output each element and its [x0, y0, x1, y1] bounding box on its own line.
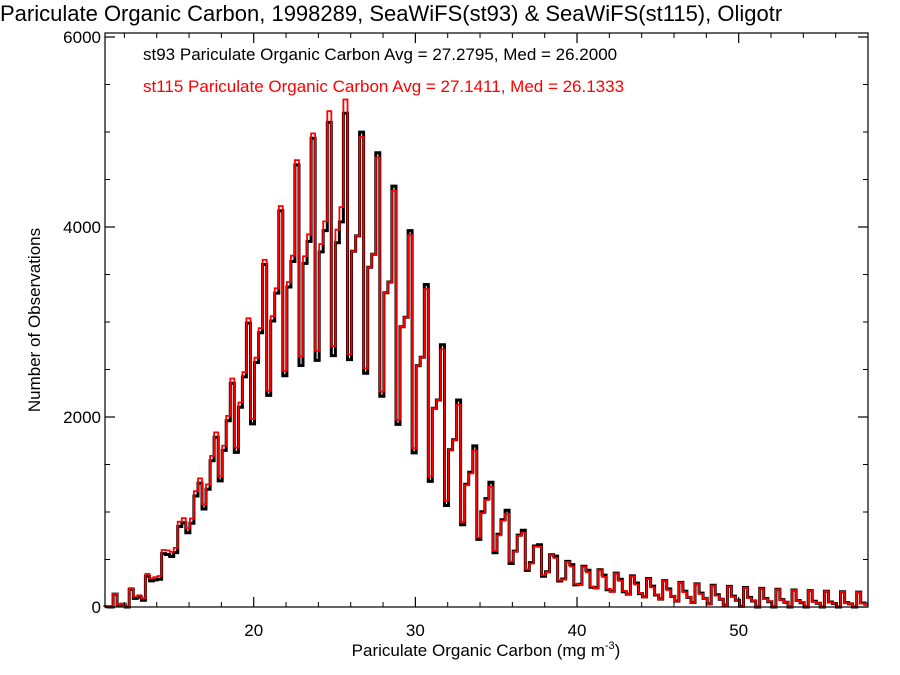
x-tick-label: 30	[406, 621, 425, 640]
x-axis-label-main: Pariculate Organic Carbon (mg m	[352, 641, 605, 660]
chart-title: Pariculate Organic Carbon, 1998289, SeaW…	[0, 1, 782, 26]
plot-frame	[104, 32, 869, 608]
x-tick-label: 20	[244, 621, 263, 640]
y-tick-label: 4000	[63, 218, 101, 237]
histogram-series-st93	[103, 111, 868, 609]
x-axis-label-end: )	[615, 641, 621, 660]
x-axis-label-sup: -3	[605, 640, 615, 652]
legend-entry-st93: st93 Pariculate Organic Carbon Avg = 27.…	[143, 45, 617, 64]
legend-entry-st115: st115 Pariculate Organic Carbon Avg = 27…	[143, 77, 624, 96]
y-tick-label: 0	[92, 598, 101, 617]
x-tick-label: 40	[568, 621, 587, 640]
y-axis-label: Number of Observations	[25, 228, 44, 412]
ticks-layer: 20 30 40 50 0 2000 4000 6000	[63, 28, 869, 640]
y-tick-label: 2000	[63, 408, 101, 427]
series-layer	[103, 98, 868, 609]
y-tick-label: 6000	[63, 28, 101, 47]
x-tick-label: 50	[729, 621, 748, 640]
x-axis-label: Pariculate Organic Carbon (mg m-3)	[352, 640, 621, 660]
histogram-series-st115	[104, 98, 868, 608]
